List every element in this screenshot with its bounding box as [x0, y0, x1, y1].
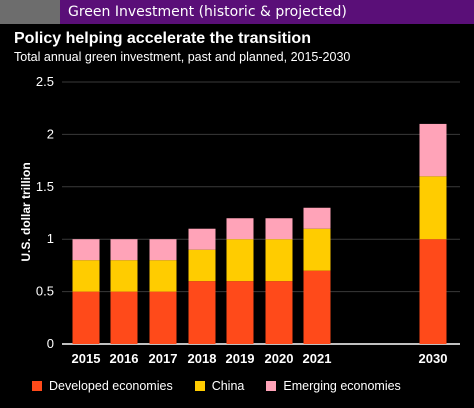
- bar-segment: [110, 291, 138, 344]
- x-tick-label: 2017: [149, 351, 178, 366]
- bar-segment: [149, 260, 177, 292]
- chart-title: Policy helping accelerate the transition: [14, 30, 311, 47]
- y-tick-label: 2.5: [36, 74, 54, 89]
- x-tick-label: 2020: [265, 351, 294, 366]
- legend-label: Developed economies: [49, 379, 173, 393]
- x-axis-ticks: 2015 2016 2017 2018 2019 2020 2021 2030: [72, 351, 448, 366]
- legend-swatch: [266, 381, 277, 391]
- bar-segment: [419, 123, 447, 177]
- bar-segment: [149, 239, 177, 261]
- bar-segment: [303, 207, 331, 229]
- bars: [72, 123, 447, 344]
- x-tick-label: 2015: [72, 351, 101, 366]
- bar-segment: [110, 239, 138, 261]
- legend-label: China: [211, 379, 245, 393]
- bar-segment: [226, 239, 254, 282]
- bar-segment: [265, 218, 293, 240]
- legend-item-developed: Developed economies: [32, 379, 173, 393]
- y-tick-label: 1: [47, 231, 54, 246]
- legend-swatch: [194, 381, 205, 391]
- bar-segment: [419, 239, 447, 344]
- header-accent-block: [0, 0, 60, 24]
- x-tick-label: 2021: [303, 351, 332, 366]
- x-tick-label: 2018: [188, 351, 217, 366]
- x-tick-label: 2019: [226, 351, 255, 366]
- bar-segment: [303, 270, 331, 344]
- bar-segment: [188, 228, 216, 250]
- bar-segment: [188, 281, 216, 344]
- y-axis-ticks: 0 0.5 1 1.5 2 2.5: [36, 74, 54, 351]
- chart-subtitle: Total annual green investment, past and …: [14, 50, 351, 64]
- legend-item-china: China: [194, 379, 245, 393]
- bar-segment: [188, 249, 216, 282]
- legend-swatch: [32, 381, 42, 391]
- bar-segment: [72, 260, 100, 292]
- bar-segment: [265, 281, 293, 344]
- bar-segment: [303, 228, 331, 271]
- bar-segment: [149, 291, 177, 344]
- y-tick-label: 0: [47, 336, 54, 351]
- legend-item-emerging: Emerging economies: [266, 379, 401, 393]
- bar-segment: [226, 218, 254, 240]
- y-tick-label: 0.5: [36, 284, 54, 299]
- header-title: Green Investment (historic & projected): [68, 4, 347, 20]
- bar-segment: [72, 239, 100, 261]
- header-bar: [0, 0, 474, 24]
- y-tick-label: 2: [47, 126, 54, 141]
- bar-segment: [419, 176, 447, 240]
- bar-segment: [110, 260, 138, 292]
- bar-segment: [72, 291, 100, 344]
- x-tick-label: 2030: [419, 351, 448, 366]
- legend-label: Emerging economies: [283, 379, 401, 393]
- bar-segment: [265, 239, 293, 282]
- legend: Developed economies China Emerging econo…: [32, 379, 401, 393]
- bar-segment: [226, 281, 254, 344]
- y-axis-label: U.S. dollar trillion: [19, 162, 33, 261]
- x-tick-label: 2016: [110, 351, 139, 366]
- y-tick-label: 1.5: [36, 179, 54, 194]
